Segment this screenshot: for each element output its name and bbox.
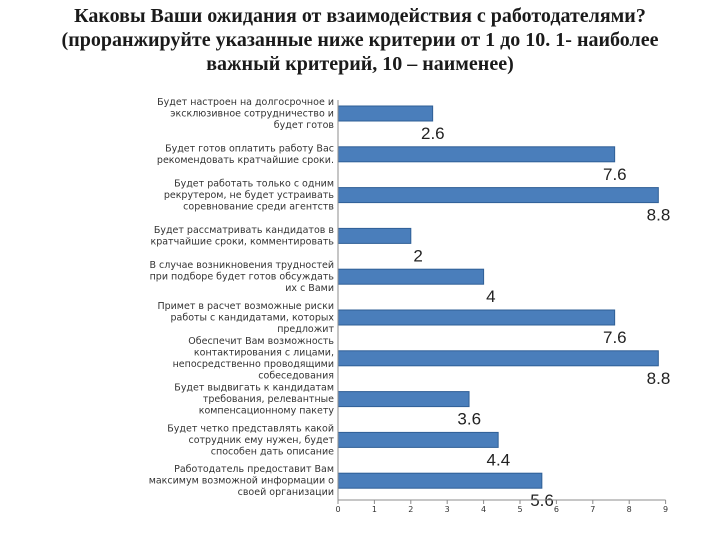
x-tick-label-7: 7 (590, 505, 595, 514)
bar-1 (337, 105, 434, 122)
category-label-10: Работодатель предоставит Вам максимум воз… (149, 464, 334, 498)
value-label-7: 8.8 (647, 369, 671, 388)
value-label-8: 3.6 (457, 410, 481, 429)
x-tick-label-4: 4 (481, 505, 486, 514)
bar-4 (337, 227, 412, 244)
x-tick-label-8: 8 (627, 505, 632, 514)
x-tick-label-2: 2 (408, 505, 413, 514)
x-axis: 0 1 2 3 4 5 6 7 8 9 (335, 100, 668, 514)
bar-10 (337, 472, 543, 489)
bar-5 (337, 268, 485, 285)
bar-8 (337, 391, 470, 408)
category-label-9: Будет четко представлять какой сотрудник … (167, 423, 334, 457)
category-label-2: Будет готов оплатить работу Вас рекомендо… (157, 144, 334, 167)
value-label-6: 7.6 (603, 328, 627, 347)
value-label-3: 8.8 (647, 206, 671, 225)
bars-group (337, 105, 659, 489)
value-label-4: 2 (413, 246, 422, 265)
x-tick-label-0: 0 (335, 505, 340, 514)
chart-title: Каковы Ваши ожидания от взаимодействия с… (61, 5, 659, 75)
value-label-10: 5.6 (530, 491, 554, 510)
x-tick-label-5: 5 (517, 505, 522, 514)
x-tick-label-1: 1 (372, 505, 377, 514)
value-label-1: 2.6 (421, 124, 445, 143)
category-labels-group: Будет настроен на долгосрочное и эксклюзи… (149, 97, 335, 498)
value-label-2: 7.6 (603, 165, 627, 184)
bar-2 (337, 146, 616, 163)
bar-3 (337, 187, 659, 204)
bar-7 (337, 350, 659, 367)
x-tick-label-9: 9 (663, 505, 668, 514)
category-label-3: Будет работать только с одним рекрутером,… (164, 179, 335, 213)
bar-6 (337, 309, 616, 326)
value-labels-group: 2.6 7.6 8.8 2 4 7.6 8.8 3.6 4.4 5.6 (413, 124, 670, 510)
value-label-9: 4.4 (487, 450, 511, 469)
category-label-4: Будет рассматривать кандидатов в кратчайш… (150, 225, 334, 248)
bar-9 (337, 431, 499, 448)
category-label-5: В случае возникновения трудностей при под… (150, 260, 335, 294)
category-label-1: Будет настроен на долгосрочное и эксклюзи… (157, 97, 334, 131)
value-label-5: 4 (486, 287, 495, 306)
category-label-6: Примет в расчет возможные риски работы с … (157, 301, 334, 335)
x-tick-label-3: 3 (445, 505, 450, 514)
x-tick-label-6: 6 (554, 505, 559, 514)
category-label-7: Обеспечит Вам возможность контактирования… (173, 336, 335, 382)
category-label-8: Будет выдвигать к кандидатам требования, … (174, 383, 334, 417)
